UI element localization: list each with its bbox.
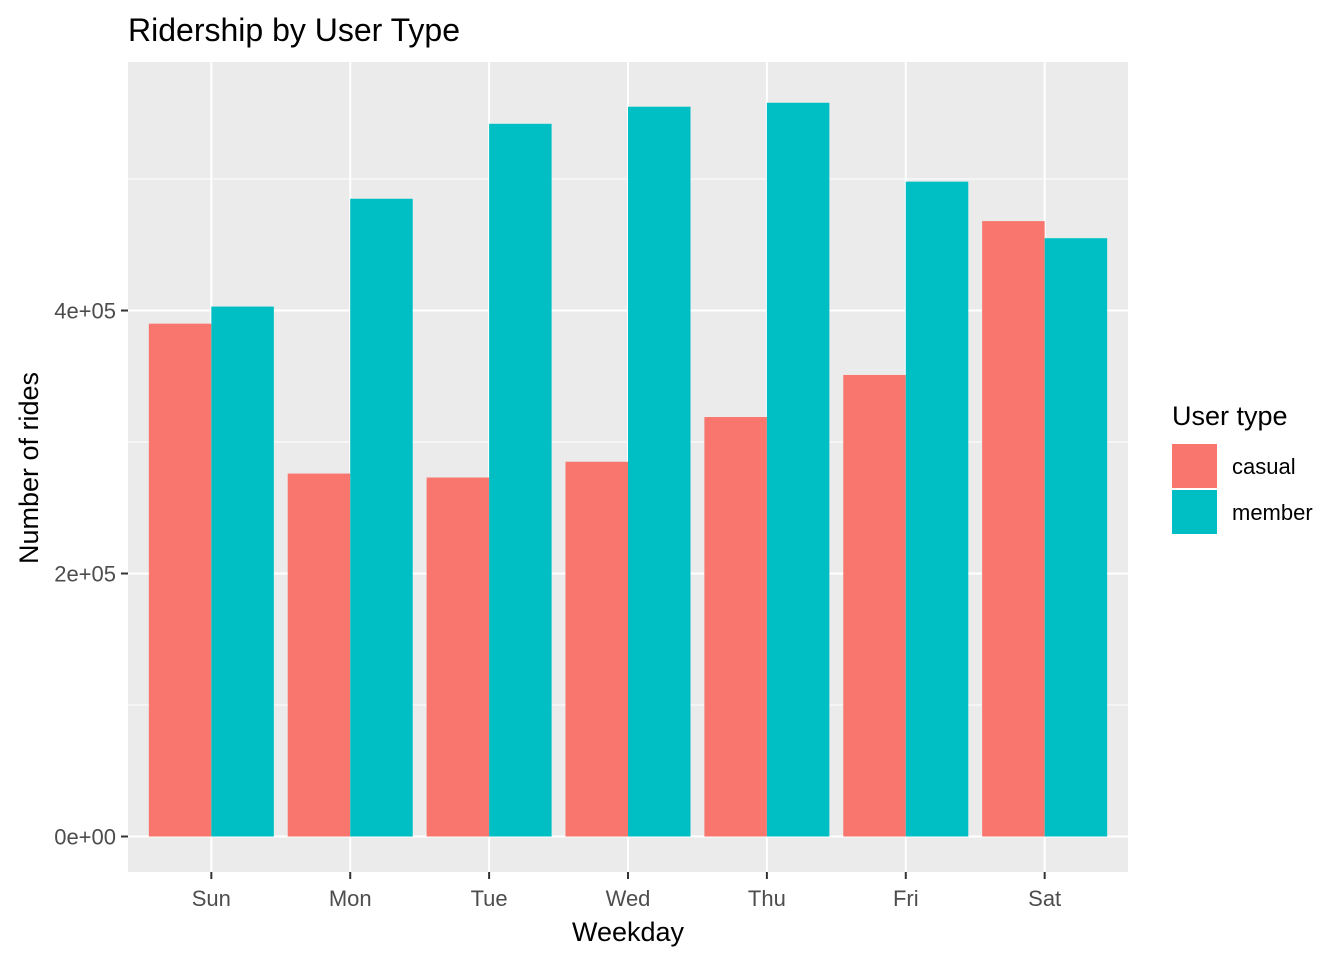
bar-member-fri	[905, 181, 969, 837]
x-axis-title: Weekday	[572, 917, 685, 947]
x-tick-label: Fri	[893, 886, 919, 911]
y-tick-label: 2e+05	[54, 562, 116, 587]
legend-key-member	[1172, 490, 1217, 534]
bars-group	[148, 102, 1108, 837]
chart-title: Ridership by User Type	[128, 12, 460, 48]
x-tick-label: Wed	[606, 886, 651, 911]
x-tick-label: Sat	[1028, 886, 1061, 911]
bar-casual-thu	[704, 417, 767, 837]
bar-casual-sun	[148, 323, 212, 837]
legend-label-casual: casual	[1232, 454, 1296, 479]
x-tick-label: Thu	[748, 886, 786, 911]
bar-casual-fri	[843, 374, 906, 837]
bar-casual-mon	[287, 473, 351, 837]
bar-casual-wed	[565, 461, 628, 837]
bar-member-thu	[766, 102, 830, 837]
x-tick-label: Sun	[192, 886, 231, 911]
bar-member-mon	[350, 198, 413, 837]
bar-casual-sat	[982, 221, 1045, 837]
legend-label-member: member	[1232, 500, 1313, 525]
bar-member-sun	[211, 306, 274, 837]
y-axis-title: Number of rides	[14, 372, 44, 564]
bar-member-sat	[1044, 238, 1108, 837]
axes-group: 0e+00 2e+05 4e+05 Sun Mon Tue Wed Thu Fri Sat	[54, 299, 1061, 911]
bar-member-wed	[628, 106, 691, 837]
legend-key-casual	[1172, 444, 1217, 488]
bar-casual-tue	[426, 477, 490, 837]
y-tick-label: 4e+05	[54, 299, 116, 324]
legend: User type casual member	[1172, 401, 1313, 534]
x-tick-label: Tue	[471, 886, 508, 911]
legend-title: User type	[1172, 401, 1288, 431]
x-tick-label: Mon	[329, 886, 372, 911]
y-tick-label: 0e+00	[54, 824, 116, 849]
bar-member-tue	[489, 123, 552, 837]
